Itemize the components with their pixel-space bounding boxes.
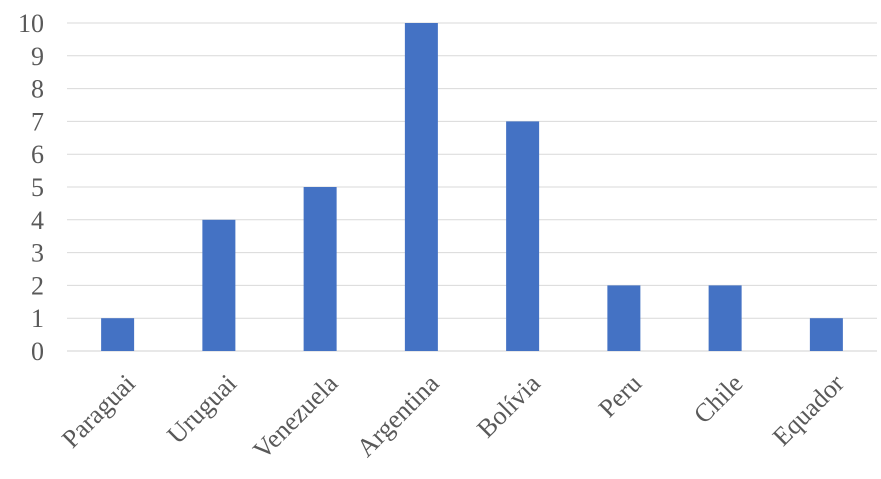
x-category-label: Uruguai xyxy=(161,369,242,450)
y-tick-label: 3 xyxy=(31,239,44,268)
bar xyxy=(101,318,135,351)
y-tick-label: 8 xyxy=(31,75,44,104)
y-tick-label: 10 xyxy=(18,9,44,38)
x-category-label: Peru xyxy=(593,369,647,423)
bar xyxy=(708,285,742,351)
y-tick-label: 4 xyxy=(31,206,44,235)
x-category-label: Bolívia xyxy=(471,368,546,443)
y-tick-label: 0 xyxy=(31,337,44,366)
x-category-label: Equador xyxy=(767,369,850,452)
y-tick-label: 5 xyxy=(31,173,44,202)
y-axis-ticks: 0 1 2 3 4 5 6 7 8 9 10 xyxy=(18,9,44,366)
bars xyxy=(101,23,843,352)
x-category-label: Argentina xyxy=(351,368,445,462)
y-tick-label: 7 xyxy=(31,107,44,136)
y-tick-label: 9 xyxy=(31,42,44,71)
y-tick-label: 6 xyxy=(31,140,44,169)
y-tick-label: 1 xyxy=(31,304,44,333)
bar xyxy=(404,23,438,351)
bar xyxy=(202,219,236,351)
x-category-label: Paraguai xyxy=(56,369,141,454)
bar xyxy=(506,121,540,352)
y-tick-label: 2 xyxy=(31,271,44,300)
bar xyxy=(303,187,337,351)
x-category-label: Venezuela xyxy=(247,368,343,464)
x-axis-labels: Paraguai Uruguai Venezuela Argentina Bolívia… xyxy=(56,368,850,464)
gridlines xyxy=(67,22,877,352)
bar xyxy=(809,318,843,351)
bar xyxy=(607,285,641,351)
x-category-label: Chile xyxy=(688,369,748,429)
